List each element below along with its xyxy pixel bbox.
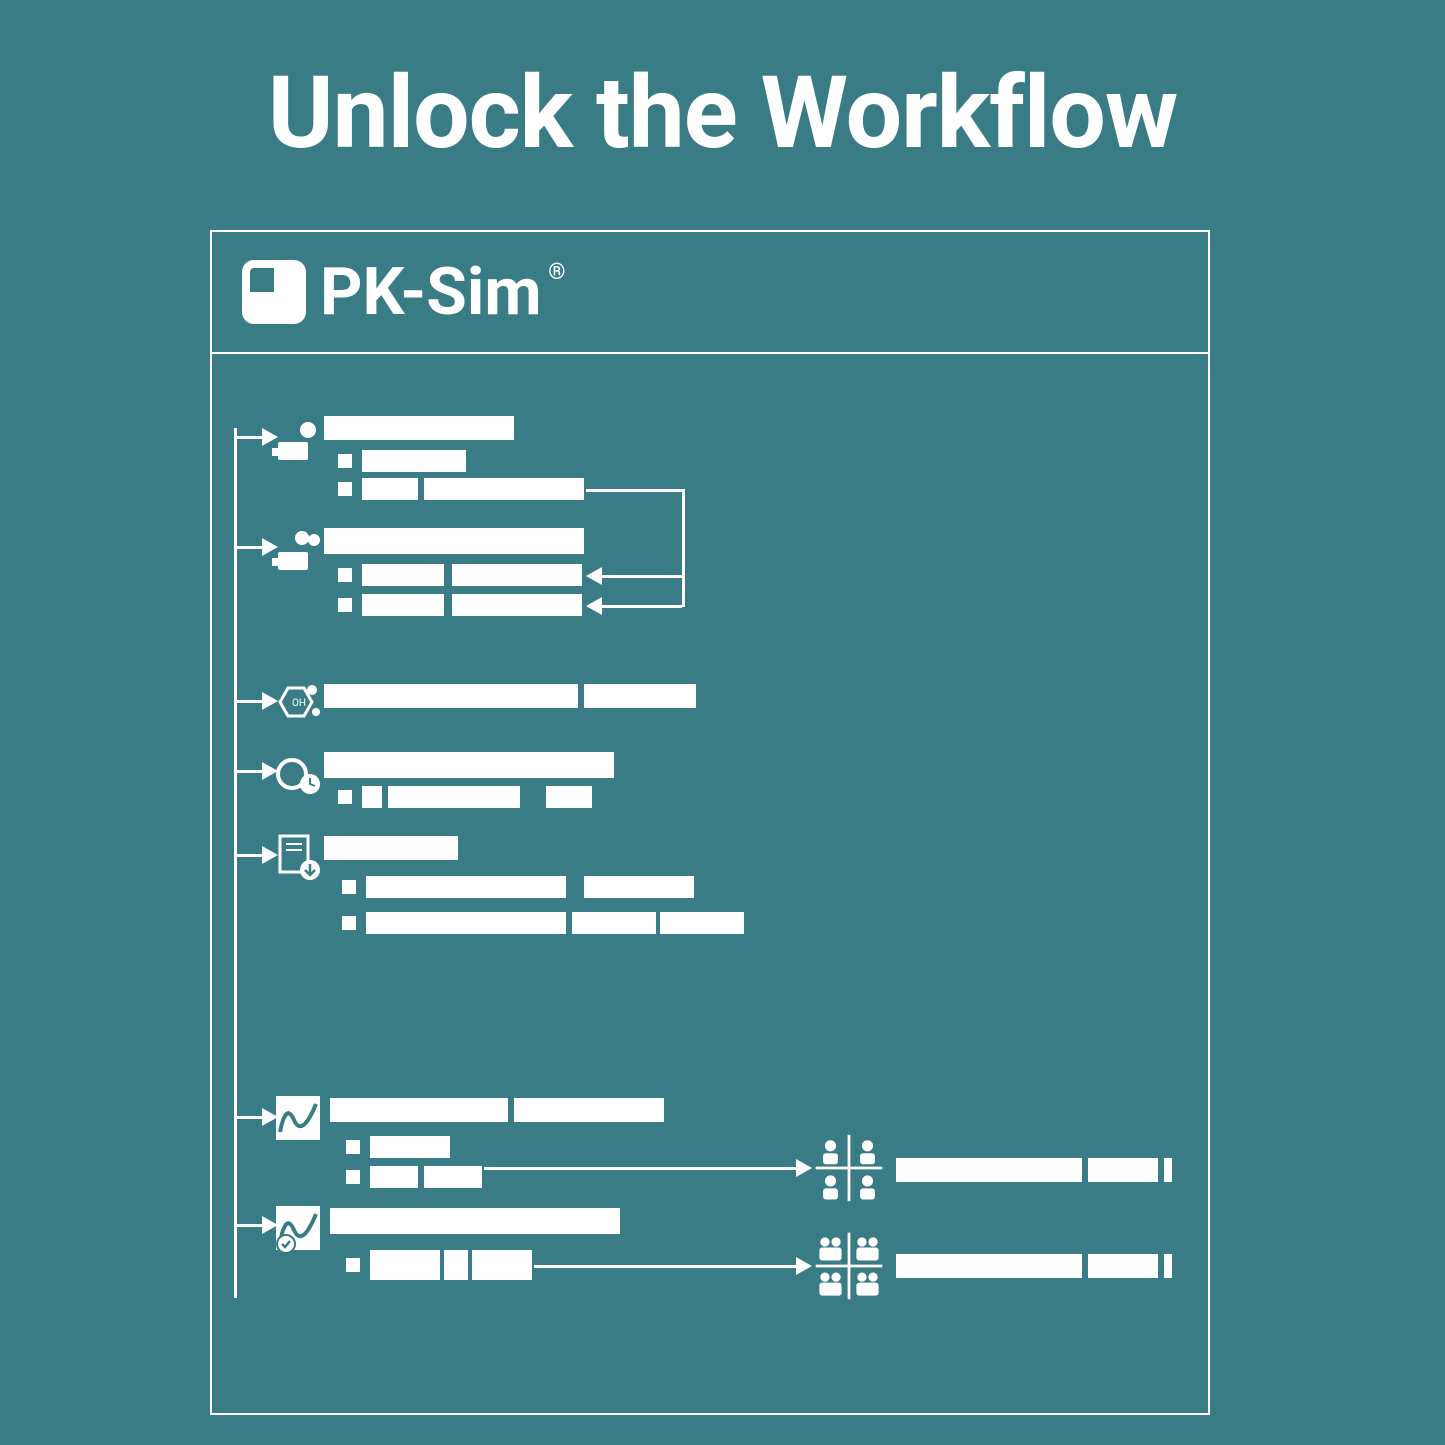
- individual-icon: [272, 414, 324, 466]
- population-bar: [452, 594, 582, 616]
- loop-return-arrowhead: [586, 567, 602, 585]
- population-bar: [324, 528, 584, 554]
- brand-name: PK-Sim®: [320, 254, 542, 331]
- brand-text: PK-Sim: [320, 254, 542, 331]
- formulation-bar: [324, 752, 614, 778]
- formulation-bullet: [338, 790, 352, 804]
- simulation-result-bar: [1088, 1158, 1158, 1182]
- protocol-bar: [660, 912, 744, 934]
- formulation-bar: [546, 786, 592, 808]
- loop-vertical: [682, 489, 685, 607]
- simulation-bar: [370, 1166, 418, 1188]
- pop-simulation-icon: [272, 1202, 324, 1254]
- population-bar: [362, 564, 444, 586]
- protocol-bullet: [342, 880, 356, 894]
- formulation-bar: [388, 786, 520, 808]
- pop-simulation-bar: [330, 1208, 620, 1234]
- simulation-result-icon: [812, 1131, 886, 1205]
- individual-bar: [324, 416, 514, 440]
- simulation-bar: [370, 1136, 450, 1158]
- protocol-icon: [272, 830, 324, 882]
- pop-simulation-result-icon: [812, 1229, 886, 1303]
- individual-bar: [424, 478, 584, 500]
- panel-header: PK-Sim®: [212, 232, 1208, 354]
- protocol-bar: [366, 876, 566, 898]
- workflow-panel: PK-Sim® OH: [210, 230, 1210, 1415]
- population-bar: [452, 564, 582, 586]
- loop-return: [600, 575, 682, 578]
- protocol-bar: [584, 876, 694, 898]
- svg-text:OH: OH: [292, 698, 306, 709]
- simulation-result-bar: [1164, 1158, 1172, 1182]
- pop-simulation-bar: [370, 1250, 440, 1280]
- simulation-result-bar: [896, 1158, 1082, 1182]
- population-bullet: [338, 568, 352, 582]
- protocol-bar: [366, 912, 566, 934]
- population-bullet: [338, 598, 352, 612]
- pop-simulation-result-arrowhead: [796, 1257, 812, 1275]
- tree-trunk: [234, 428, 237, 1298]
- pop-simulation-bar: [444, 1250, 468, 1280]
- simulation-icon: [272, 1092, 324, 1144]
- individual-bar: [362, 478, 418, 500]
- protocol-bar: [572, 912, 656, 934]
- pop-simulation-bullet: [346, 1258, 360, 1272]
- loop-top: [586, 489, 682, 492]
- pop-simulation-result-line: [534, 1265, 798, 1268]
- simulation-result-line: [484, 1167, 798, 1170]
- formulation-icon: [272, 748, 324, 800]
- population-bar: [362, 594, 444, 616]
- compound-bar: [324, 684, 578, 708]
- protocol-bar: [324, 836, 458, 860]
- individual-bullet: [338, 454, 352, 468]
- individual-bar: [362, 450, 466, 472]
- protocol-bullet: [342, 916, 356, 930]
- loop-return-arrowhead: [586, 597, 602, 615]
- pksim-logo-icon: [242, 260, 306, 324]
- registered-mark: ®: [548, 260, 565, 285]
- workflow-diagram: OH: [212, 354, 1208, 1413]
- compound-bar: [584, 684, 696, 708]
- formulation-bar: [362, 786, 382, 808]
- pop-simulation-result-bar: [1088, 1254, 1158, 1278]
- population-icon: [272, 524, 324, 576]
- individual-bullet: [338, 482, 352, 496]
- compound-icon: OH: [272, 678, 324, 730]
- simulation-bar: [330, 1098, 508, 1122]
- pop-simulation-result-bar: [1164, 1254, 1172, 1278]
- loop-return: [600, 605, 682, 608]
- simulation-bullet: [346, 1170, 360, 1184]
- simulation-bar: [514, 1098, 664, 1122]
- pop-simulation-bar: [472, 1250, 532, 1280]
- simulation-result-arrowhead: [796, 1159, 812, 1177]
- simulation-bar: [424, 1166, 482, 1188]
- page-title: Unlock the Workflow: [0, 0, 1445, 172]
- pop-simulation-result-bar: [896, 1254, 1082, 1278]
- simulation-bullet: [346, 1140, 360, 1154]
